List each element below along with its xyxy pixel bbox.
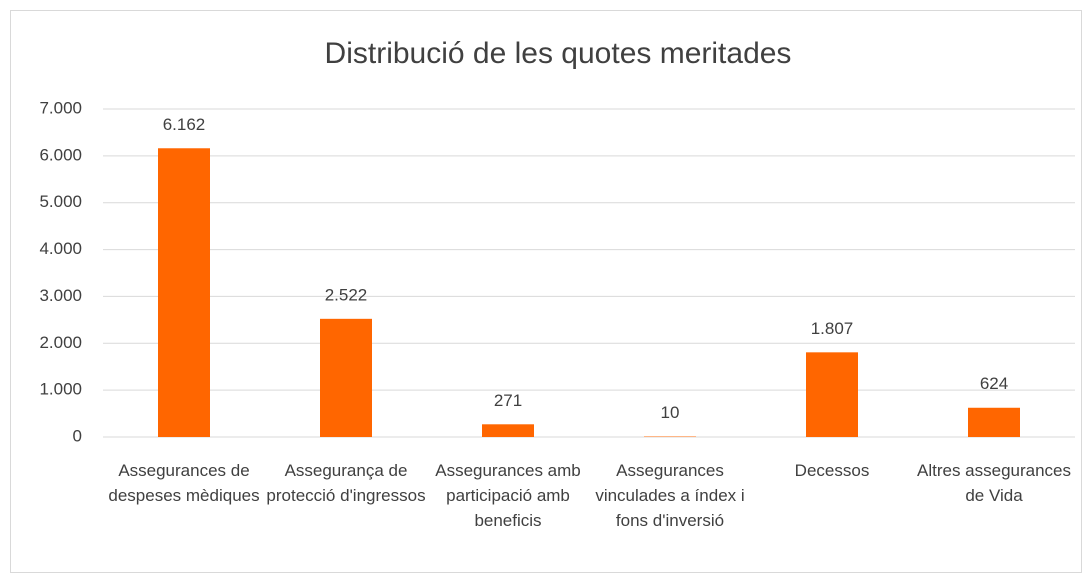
data-label: 10	[661, 403, 680, 422]
y-tick-label: 1.000	[39, 380, 82, 399]
x-tick-label: Assegurances amb participació amb benefi…	[435, 461, 581, 530]
x-tick-label: Altres assegurances de Vida	[916, 461, 1072, 505]
data-label: 1.807	[811, 319, 854, 338]
bar	[158, 148, 210, 437]
x-tick-label: Assegurances vinculades a índex i fons d…	[595, 461, 745, 530]
data-label: 2.522	[325, 285, 368, 304]
chart-title: Distribució de les quotes meritades	[325, 37, 792, 70]
y-tick-label: 6.000	[39, 145, 82, 164]
x-tick-label: Assegurança de protecció d'ingressos	[266, 461, 426, 505]
bar	[482, 424, 534, 437]
bar	[968, 407, 1020, 437]
bar	[320, 318, 372, 437]
y-tick-label: 4.000	[39, 239, 82, 258]
y-tick-label: 7.000	[39, 98, 82, 117]
y-tick-label: 5.000	[39, 192, 82, 211]
y-tick-label: 0	[73, 426, 82, 445]
x-tick-label: Assegurances de despeses mèdiques	[108, 461, 260, 505]
y-tick-label: 2.000	[39, 333, 82, 352]
data-label: 271	[494, 391, 522, 410]
data-label: 624	[980, 374, 1008, 393]
bar	[806, 352, 858, 437]
data-label: 6.162	[163, 115, 206, 134]
y-tick-label: 3.000	[39, 286, 82, 305]
x-tick-label: Decessos	[794, 461, 870, 480]
